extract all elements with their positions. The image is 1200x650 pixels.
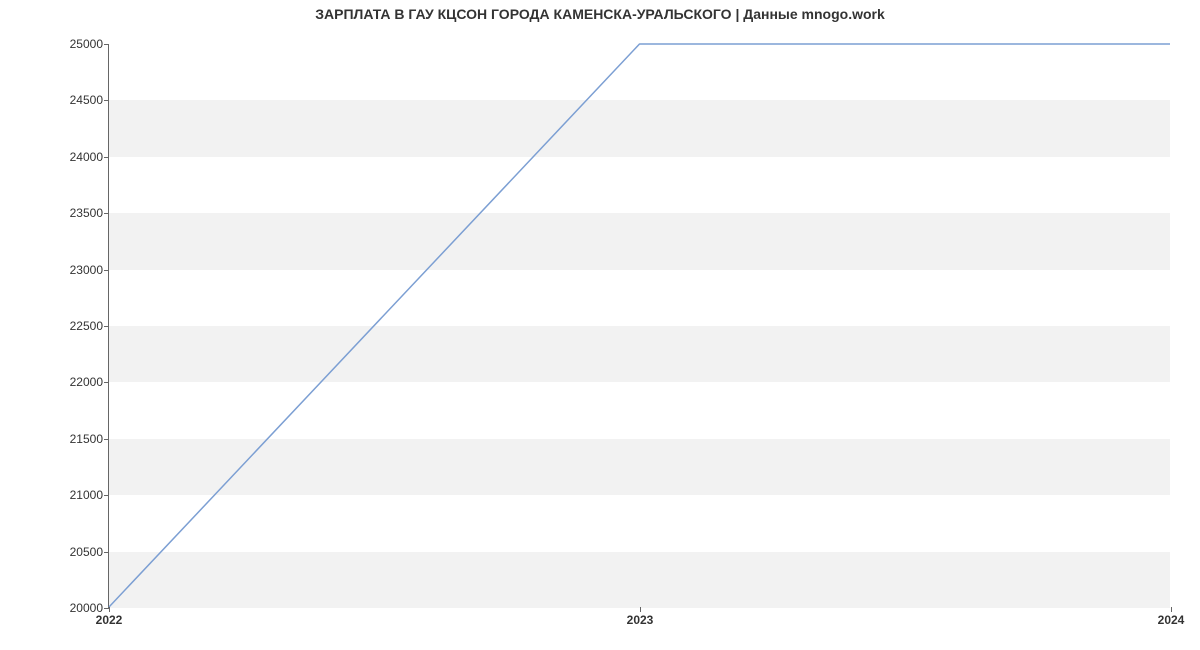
- x-tick-mark: [1171, 607, 1172, 612]
- y-tick-mark: [104, 270, 109, 271]
- x-tick-mark: [109, 607, 110, 612]
- plot-area: 2000020500210002150022000225002300023500…: [108, 44, 1170, 608]
- y-tick-mark: [104, 213, 109, 214]
- y-tick-mark: [104, 44, 109, 45]
- y-tick-mark: [104, 326, 109, 327]
- y-tick-mark: [104, 552, 109, 553]
- y-tick-mark: [104, 382, 109, 383]
- x-tick-mark: [640, 607, 641, 612]
- line-layer: [109, 44, 1170, 607]
- y-tick-mark: [104, 439, 109, 440]
- y-tick-mark: [104, 495, 109, 496]
- series-line-salary: [109, 44, 1170, 607]
- y-tick-mark: [104, 157, 109, 158]
- salary-line-chart: ЗАРПЛАТА В ГАУ КЦСОН ГОРОДА КАМЕНСКА-УРА…: [0, 0, 1200, 650]
- chart-title: ЗАРПЛАТА В ГАУ КЦСОН ГОРОДА КАМЕНСКА-УРА…: [0, 6, 1200, 22]
- y-tick-mark: [104, 100, 109, 101]
